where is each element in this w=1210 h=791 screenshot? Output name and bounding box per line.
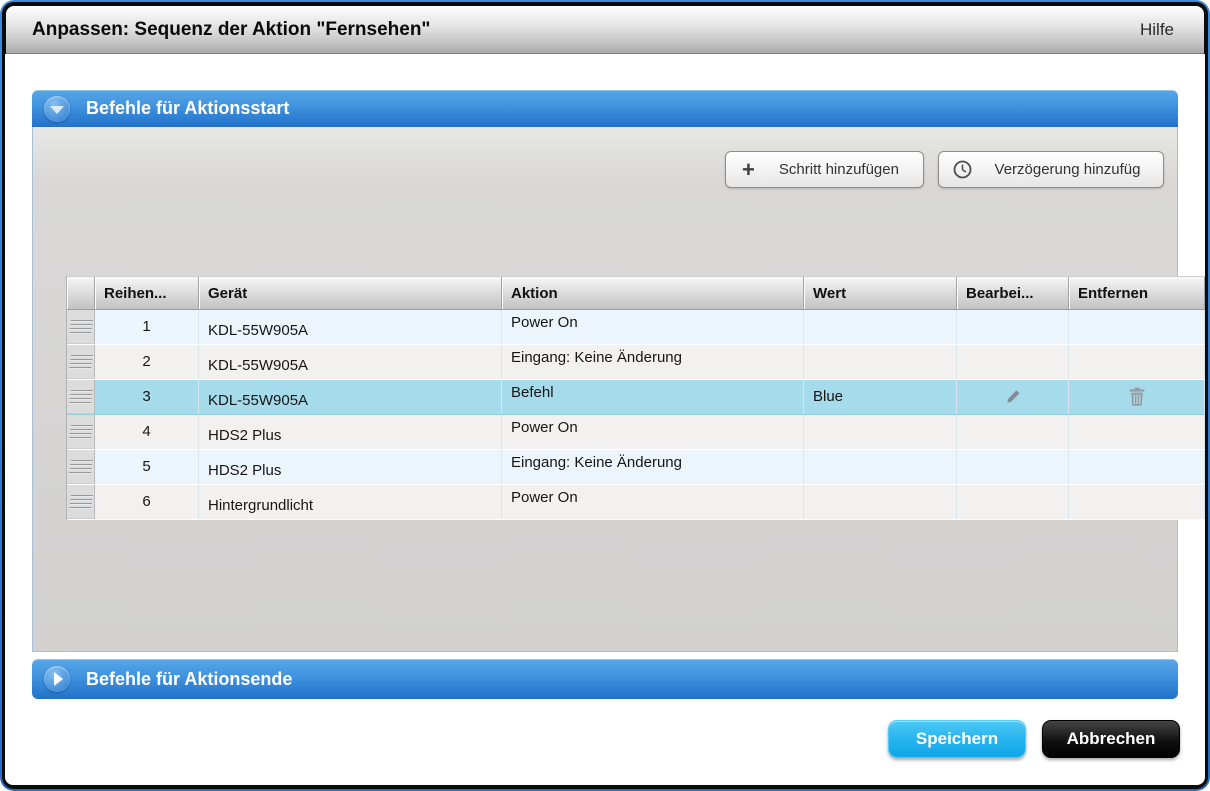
drag-handle-icon[interactable] bbox=[67, 485, 95, 519]
column-header-order: Reihen... bbox=[95, 277, 199, 309]
remove-cell bbox=[1069, 345, 1205, 379]
trash-icon bbox=[1129, 387, 1144, 406]
table-row[interactable]: 5 HDS2 Plus Eingang: Keine Änderung bbox=[67, 450, 1205, 485]
table-row[interactable]: 4 HDS2 Plus Power On bbox=[67, 415, 1205, 450]
order-cell: 5 bbox=[95, 450, 199, 484]
order-cell: 4 bbox=[95, 415, 199, 449]
drag-handle-icon[interactable] bbox=[67, 450, 95, 484]
value-cell: Blue bbox=[804, 380, 957, 414]
column-header-action: Aktion bbox=[502, 277, 804, 309]
order-cell: 1 bbox=[95, 310, 199, 344]
add-delay-label: Verzögerung hinzufüg bbox=[994, 161, 1141, 178]
page-title: Anpassen: Sequenz der Aktion "Fernsehen" bbox=[32, 19, 431, 40]
action-cell: Eingang: Keine Änderung bbox=[502, 345, 804, 379]
value-cell bbox=[804, 345, 957, 379]
clock-icon bbox=[953, 160, 972, 179]
column-header-device: Gerät bbox=[199, 277, 502, 309]
help-link[interactable]: Hilfe bbox=[1139, 20, 1174, 39]
device-cell: KDL-55W905A bbox=[199, 345, 502, 379]
dialog-body: Befehle für Aktionsstart + Schritt hinzu… bbox=[5, 54, 1205, 785]
value-cell bbox=[804, 310, 957, 344]
column-header-value: Wert bbox=[804, 277, 957, 309]
chevron-down-icon bbox=[50, 105, 64, 114]
action-cell: Befehl bbox=[502, 380, 804, 414]
add-delay-button[interactable]: Verzögerung hinzufüg bbox=[938, 151, 1164, 188]
pencil-icon bbox=[1006, 390, 1019, 403]
remove-cell bbox=[1069, 450, 1205, 484]
order-cell: 2 bbox=[95, 345, 199, 379]
panel-title-end: Befehle für Aktionsende bbox=[86, 668, 293, 689]
value-cell bbox=[804, 450, 957, 484]
plus-icon: + bbox=[742, 156, 755, 182]
accordion-header-action-end[interactable]: Befehle für Aktionsende bbox=[32, 659, 1178, 699]
edit-row-button[interactable] bbox=[957, 380, 1069, 414]
column-header-remove: Entfernen bbox=[1069, 277, 1205, 309]
edit-cell bbox=[957, 415, 1069, 449]
drag-handle-icon[interactable] bbox=[67, 345, 95, 379]
edit-cell bbox=[957, 485, 1069, 519]
action-cell: Power On bbox=[502, 310, 804, 344]
edit-cell bbox=[957, 310, 1069, 344]
device-cell: Hintergrundlicht bbox=[199, 485, 502, 519]
remove-cell bbox=[1069, 310, 1205, 344]
table-row[interactable]: 6 Hintergrundlicht Power On bbox=[67, 485, 1205, 520]
title-bar: Anpassen: Sequenz der Aktion "Fernsehen"… bbox=[6, 6, 1204, 54]
table-header-row: Reihen... Gerät Aktion Wert Bearbei... E… bbox=[67, 276, 1205, 310]
device-cell: HDS2 Plus bbox=[199, 415, 502, 449]
collapse-toggle[interactable] bbox=[44, 95, 70, 122]
delete-row-button[interactable] bbox=[1069, 380, 1205, 414]
save-button[interactable]: Speichern bbox=[888, 720, 1026, 758]
value-cell bbox=[804, 485, 957, 519]
drag-handle-icon[interactable] bbox=[67, 310, 95, 344]
add-step-button[interactable]: + Schritt hinzufügen bbox=[725, 151, 924, 188]
table-row[interactable]: 1 KDL-55W905A Power On bbox=[67, 310, 1205, 345]
action-cell: Eingang: Keine Änderung bbox=[502, 450, 804, 484]
action-cell: Power On bbox=[502, 485, 804, 519]
edit-cell bbox=[957, 450, 1069, 484]
sequence-table: Reihen... Gerät Aktion Wert Bearbei... E… bbox=[66, 276, 1205, 520]
device-cell: KDL-55W905A bbox=[199, 310, 502, 344]
table-row[interactable]: 2 KDL-55W905A Eingang: Keine Änderung bbox=[67, 345, 1205, 380]
remove-cell bbox=[1069, 485, 1205, 519]
order-cell: 6 bbox=[95, 485, 199, 519]
drag-handle-icon[interactable] bbox=[67, 415, 95, 449]
accordion-header-action-start[interactable]: Befehle für Aktionsstart bbox=[32, 90, 1178, 127]
add-step-label: Schritt hinzufügen bbox=[778, 161, 899, 178]
chevron-right-icon bbox=[54, 672, 63, 686]
table-row-selected[interactable]: 3 KDL-55W905A Befehl Blue bbox=[67, 380, 1205, 415]
panel-title-start: Befehle für Aktionsstart bbox=[86, 98, 290, 118]
value-cell bbox=[804, 415, 957, 449]
drag-handle-icon[interactable] bbox=[67, 380, 95, 414]
edit-cell bbox=[957, 345, 1069, 379]
device-cell: HDS2 Plus bbox=[199, 450, 502, 484]
column-header-drag bbox=[67, 277, 95, 309]
device-cell: KDL-55W905A bbox=[199, 380, 502, 414]
action-cell: Power On bbox=[502, 415, 804, 449]
action-start-panel: + Schritt hinzufügen Verzögerung hinzufü… bbox=[32, 127, 1205, 652]
expand-toggle[interactable] bbox=[44, 666, 70, 692]
cancel-button[interactable]: Abbrechen bbox=[1042, 720, 1180, 758]
remove-cell bbox=[1069, 415, 1205, 449]
order-cell: 3 bbox=[95, 380, 199, 414]
column-header-edit: Bearbei... bbox=[957, 277, 1069, 309]
